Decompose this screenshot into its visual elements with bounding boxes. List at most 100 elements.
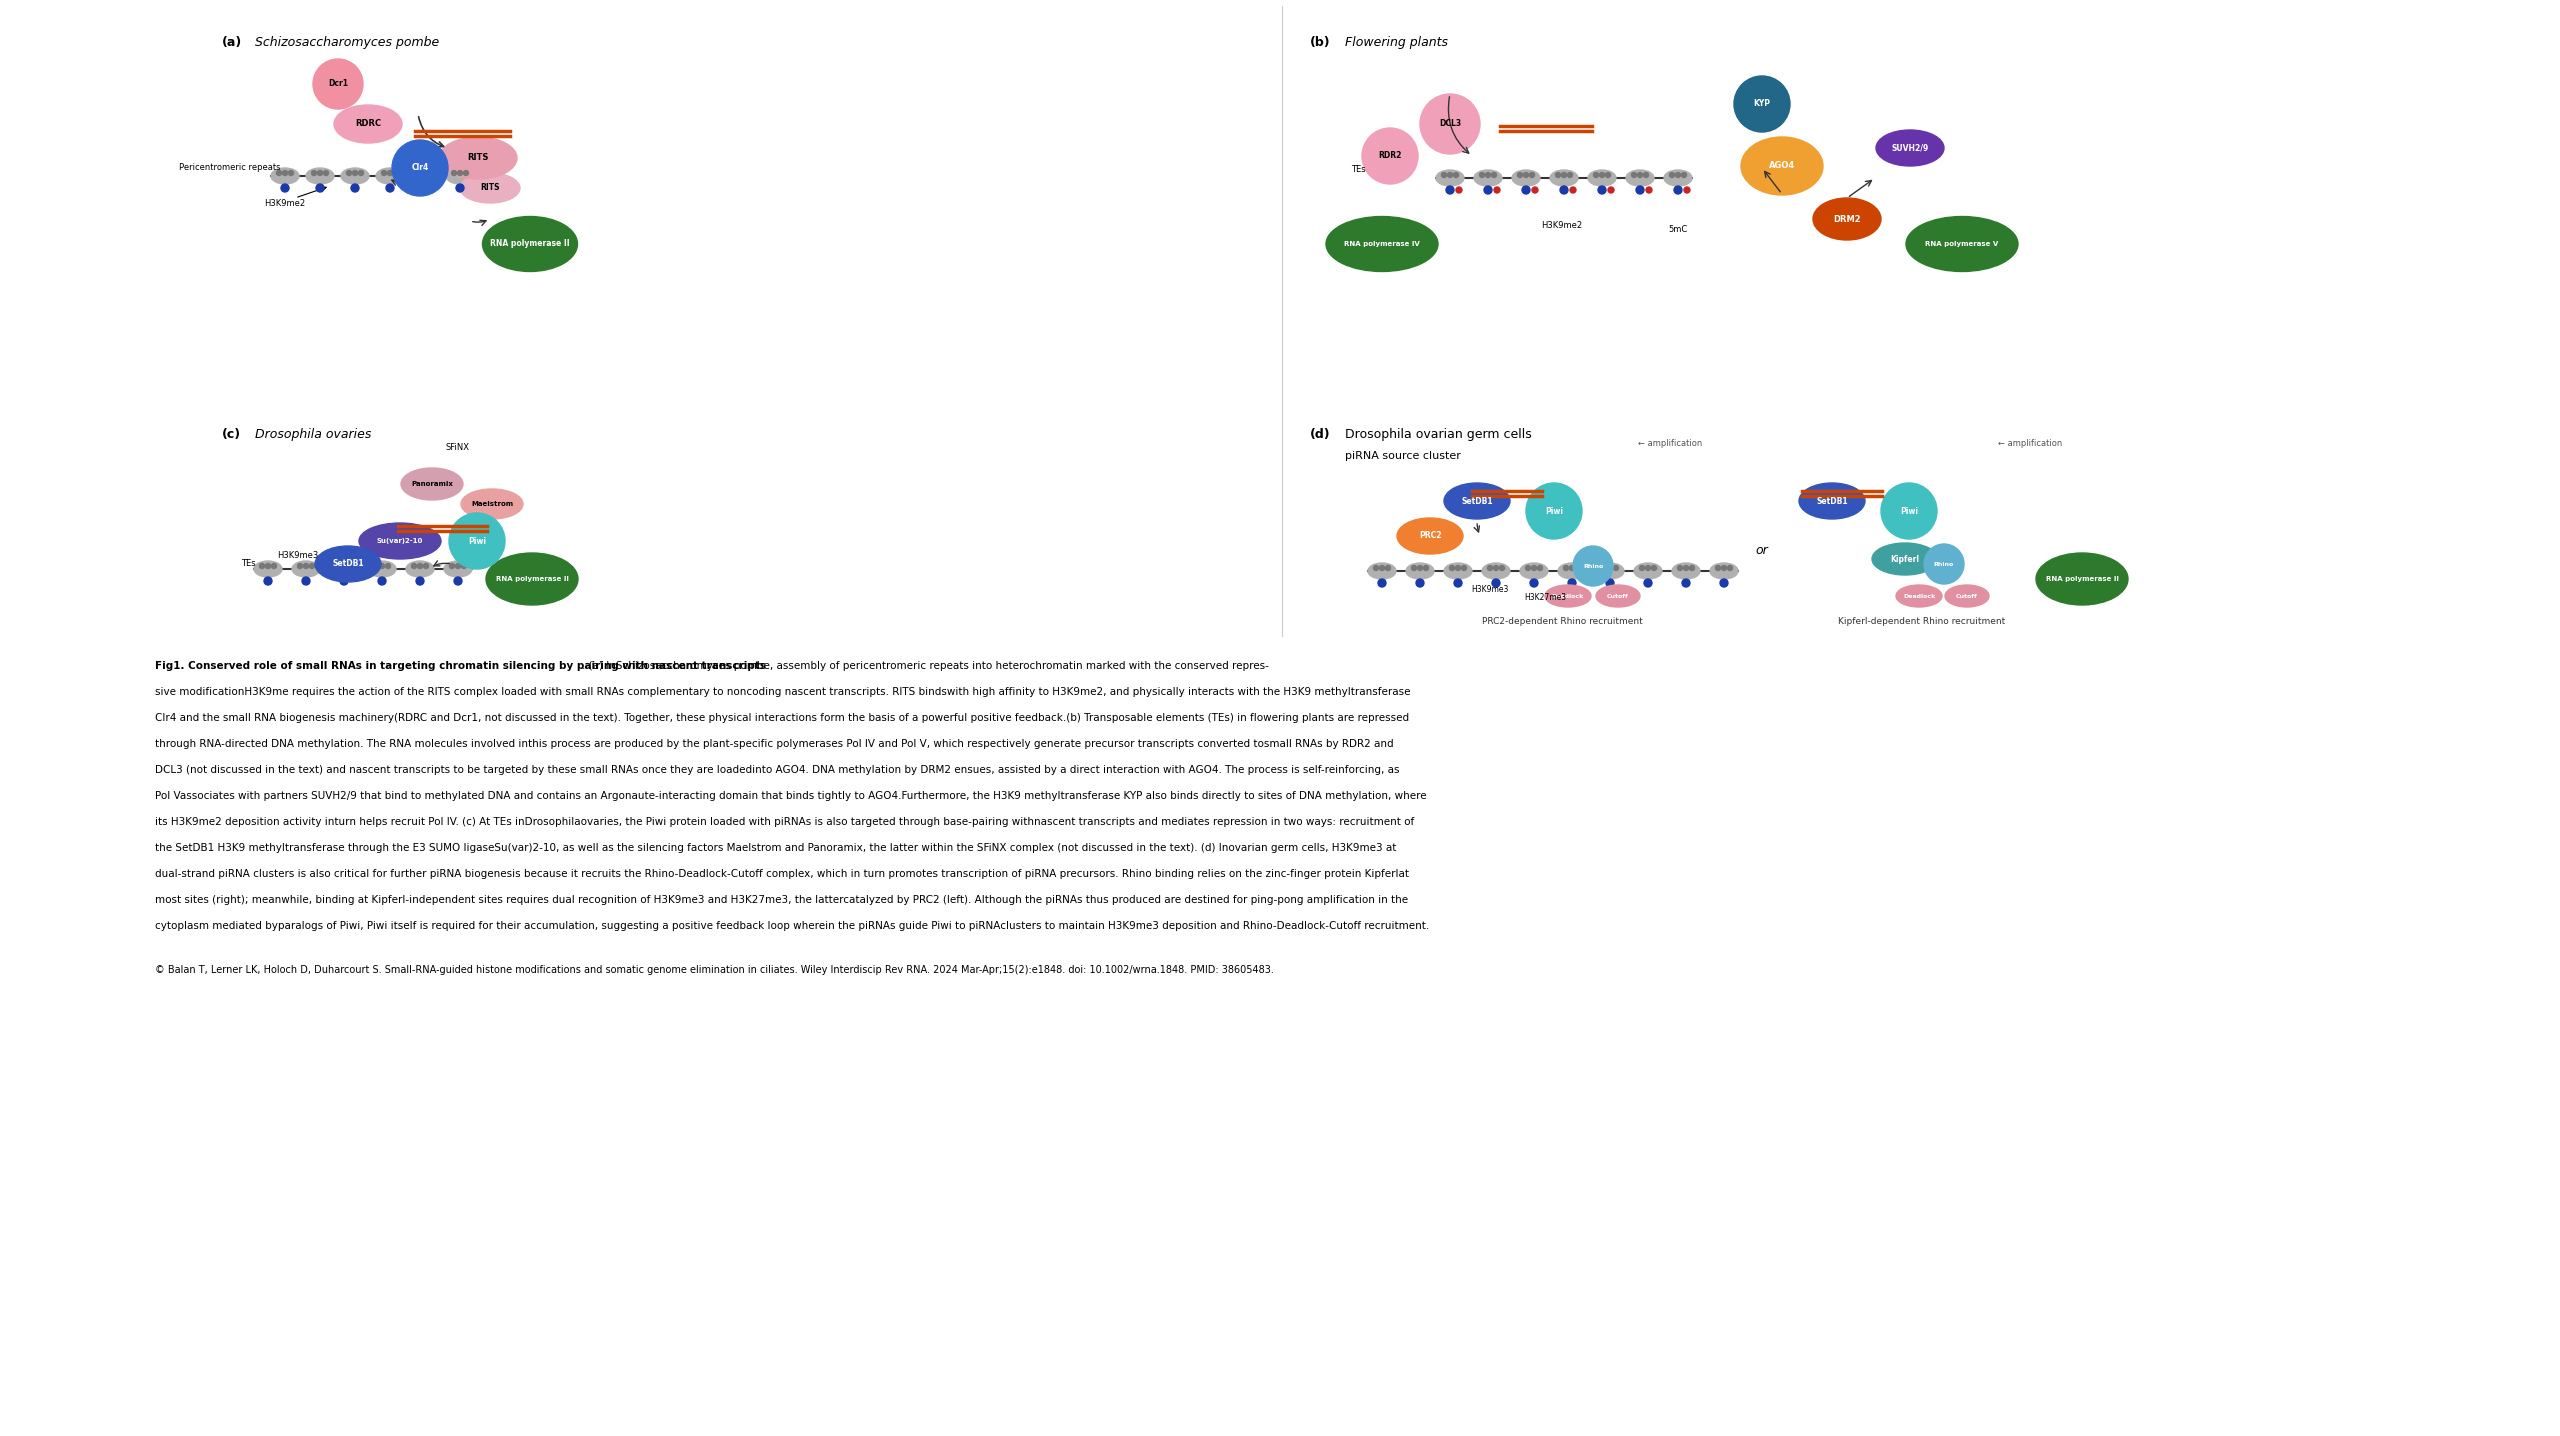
Circle shape [323, 171, 328, 175]
Text: H3K9me2: H3K9me2 [264, 200, 305, 208]
Circle shape [453, 577, 461, 584]
Text: . (a) InSchizosaccharomyces pombe, assembly of pericentromeric repeats into hete: . (a) InSchizosaccharomyces pombe, assem… [584, 661, 1270, 671]
Circle shape [1631, 172, 1636, 178]
Circle shape [387, 184, 394, 192]
Circle shape [276, 171, 282, 175]
Ellipse shape [1549, 169, 1577, 187]
Circle shape [1462, 566, 1467, 570]
Circle shape [1528, 172, 1533, 178]
Circle shape [1636, 187, 1644, 194]
Circle shape [1592, 172, 1597, 178]
Text: 5mC: 5mC [1669, 224, 1687, 234]
Circle shape [1608, 566, 1613, 570]
Text: its H3K9me2 deposition activity inturn helps recruit Pol IV. (c) At TEs inDrosop: its H3K9me2 deposition activity inturn h… [156, 817, 1413, 827]
Text: Piwi: Piwi [1546, 507, 1564, 516]
Circle shape [351, 184, 358, 192]
Text: RDR2: RDR2 [1377, 152, 1403, 161]
Ellipse shape [438, 136, 517, 180]
Circle shape [1567, 579, 1577, 587]
Text: TEs: TEs [1352, 165, 1364, 174]
Ellipse shape [1812, 198, 1882, 240]
Text: Flowering plants: Flowering plants [1344, 36, 1449, 49]
Text: piRNA source cluster: piRNA source cluster [1344, 451, 1462, 461]
Text: H3K9me3: H3K9me3 [276, 551, 317, 560]
Circle shape [381, 171, 387, 175]
Text: ← amplification: ← amplification [1997, 439, 2063, 448]
Circle shape [312, 171, 317, 175]
Text: RDRC: RDRC [356, 119, 381, 128]
Circle shape [1500, 566, 1505, 570]
Circle shape [1485, 187, 1492, 194]
Ellipse shape [1587, 169, 1615, 187]
Text: PRC2-dependent Rhino recruitment: PRC2-dependent Rhino recruitment [1482, 616, 1644, 626]
Circle shape [1651, 566, 1656, 570]
Circle shape [305, 563, 310, 569]
Circle shape [264, 577, 271, 584]
Text: Dcr1: Dcr1 [328, 79, 348, 89]
Text: RNA polymerase II: RNA polymerase II [2045, 576, 2120, 582]
Text: © Balan T, Lerner LK, Holoch D, Duharcourt S. Small-RNA-guided histone modificat: © Balan T, Lerner LK, Holoch D, Duharcou… [156, 965, 1275, 975]
Circle shape [1638, 566, 1644, 570]
Circle shape [346, 171, 351, 175]
Circle shape [315, 184, 325, 192]
Circle shape [1682, 172, 1687, 178]
Circle shape [297, 563, 302, 569]
Text: Su(var)2-10: Su(var)2-10 [376, 538, 422, 544]
Circle shape [1677, 566, 1682, 570]
Circle shape [259, 563, 264, 569]
Circle shape [1518, 172, 1523, 178]
Ellipse shape [1626, 169, 1654, 187]
Text: Clr4: Clr4 [412, 164, 428, 172]
Circle shape [1682, 579, 1690, 587]
Ellipse shape [445, 168, 474, 184]
Text: Fig1. Conserved role of small RNAs in targeting chromatin silencing by pairing w: Fig1. Conserved role of small RNAs in ta… [156, 661, 765, 671]
Text: DRM2: DRM2 [1833, 214, 1861, 224]
Circle shape [1882, 482, 1938, 538]
Circle shape [1523, 172, 1528, 178]
Circle shape [1569, 187, 1577, 192]
Text: Drosophila ovaries: Drosophila ovaries [256, 428, 371, 441]
Ellipse shape [461, 490, 522, 518]
Circle shape [1559, 187, 1567, 194]
Circle shape [353, 171, 358, 175]
Ellipse shape [1444, 563, 1472, 579]
Circle shape [1539, 566, 1544, 570]
Text: H3K9me2: H3K9me2 [1541, 221, 1582, 231]
Ellipse shape [1946, 584, 1989, 607]
Circle shape [1418, 566, 1423, 570]
Circle shape [387, 171, 392, 175]
Circle shape [1385, 566, 1390, 570]
Circle shape [451, 563, 456, 569]
Circle shape [335, 563, 340, 569]
Circle shape [428, 171, 433, 175]
Text: through RNA-directed DNA methylation. The RNA molecules involved inthis process : through RNA-directed DNA methylation. Th… [156, 740, 1393, 750]
Circle shape [1446, 187, 1454, 194]
Ellipse shape [1513, 169, 1541, 187]
Ellipse shape [412, 168, 438, 184]
Circle shape [271, 563, 276, 569]
Circle shape [1362, 128, 1418, 184]
Circle shape [1411, 566, 1416, 570]
Ellipse shape [1398, 518, 1462, 554]
Circle shape [1523, 187, 1531, 194]
Text: SetDB1: SetDB1 [1462, 497, 1492, 505]
Text: SUVH2/9: SUVH2/9 [1892, 144, 1928, 152]
Ellipse shape [1710, 563, 1738, 579]
Ellipse shape [1326, 217, 1439, 271]
Circle shape [1526, 482, 1582, 538]
Text: dual-strand piRNA clusters is also critical for further piRNA biogenesis because: dual-strand piRNA clusters is also criti… [156, 869, 1408, 879]
Circle shape [1638, 172, 1644, 178]
Circle shape [1567, 172, 1572, 178]
Text: most sites (right); meanwhile, binding at Kipferl-independent sites requires dua: most sites (right); meanwhile, binding a… [156, 895, 1408, 905]
Text: (b): (b) [1311, 36, 1331, 49]
Circle shape [1526, 566, 1531, 570]
Ellipse shape [1876, 131, 1943, 167]
Text: Piwi: Piwi [1900, 507, 1917, 516]
Text: Cutoff: Cutoff [1956, 593, 1979, 599]
Ellipse shape [1475, 169, 1503, 187]
Circle shape [417, 563, 422, 569]
Text: RNA polymerase II: RNA polymerase II [489, 240, 571, 248]
Circle shape [1674, 172, 1679, 178]
Ellipse shape [333, 105, 402, 144]
Ellipse shape [2035, 553, 2127, 605]
